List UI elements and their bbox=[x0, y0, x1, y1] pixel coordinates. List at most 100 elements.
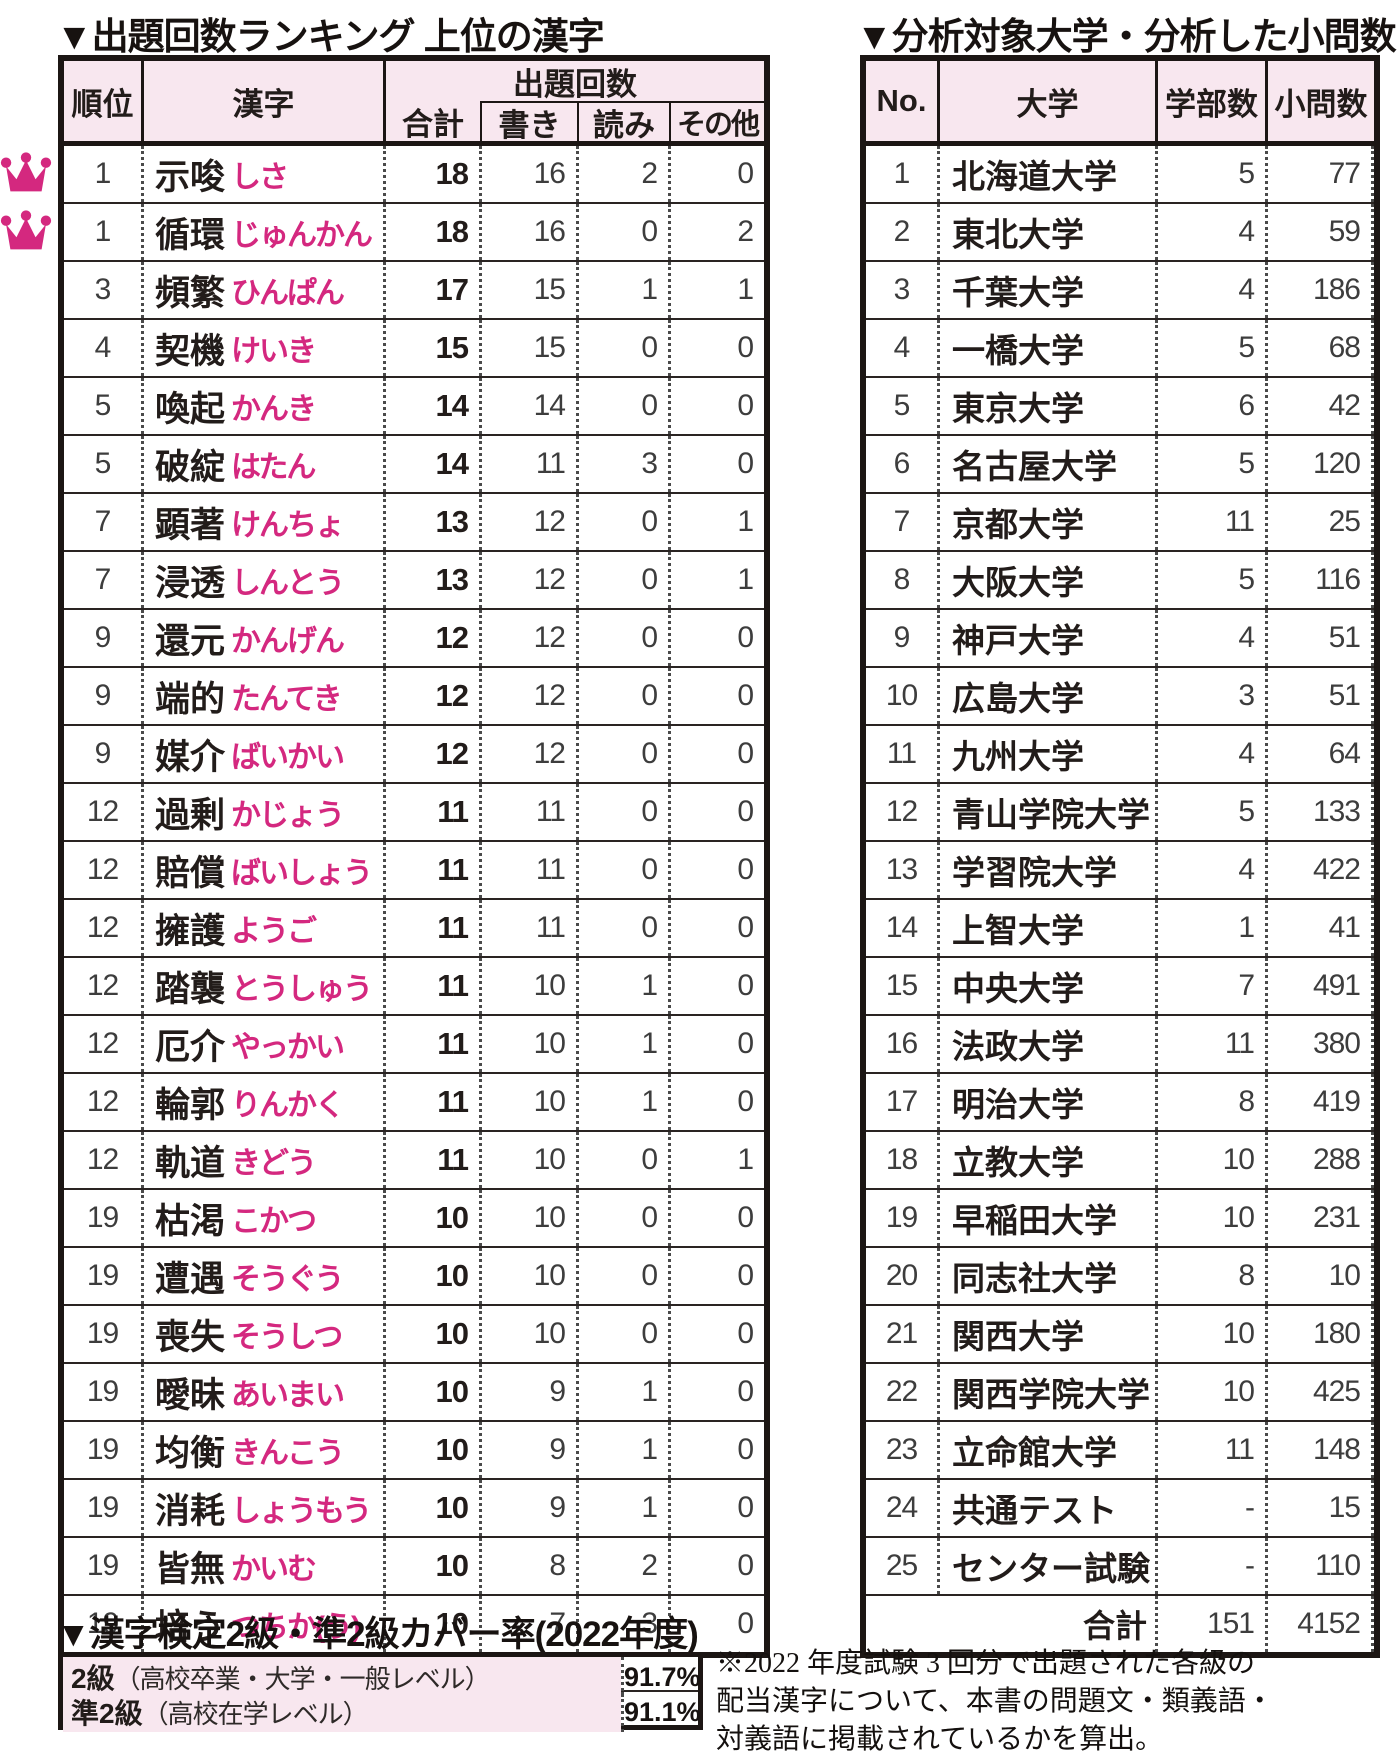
total-cell: 18 bbox=[386, 204, 482, 260]
write-cell: 10 bbox=[482, 1190, 579, 1246]
write-cell: 11 bbox=[482, 784, 579, 840]
questions-cell: 41 bbox=[1268, 900, 1374, 956]
reading-text: かんげん bbox=[231, 625, 345, 658]
reading-text: そうぐう bbox=[231, 1263, 344, 1296]
no-cell: 3 bbox=[866, 262, 940, 318]
rank-cell: 19 bbox=[64, 1306, 144, 1362]
read-cell: 0 bbox=[579, 668, 671, 724]
rank-cell: 9 bbox=[64, 668, 144, 724]
kanji-cell: 枯渇 こかつ bbox=[144, 1190, 386, 1246]
write-cell: 7 bbox=[482, 1596, 579, 1652]
faculties-cell: 5 bbox=[1158, 784, 1268, 840]
faculties-cell: - bbox=[1158, 1538, 1268, 1594]
read-cell: 0 bbox=[579, 320, 671, 376]
write-cell: 11 bbox=[482, 900, 579, 956]
university-cell: 関西学院大学 bbox=[940, 1364, 1158, 1420]
write-cell: 10 bbox=[482, 1132, 579, 1188]
header-university: 大学 bbox=[940, 61, 1158, 141]
other-cell: 0 bbox=[737, 1201, 754, 1234]
other-cell: 0 bbox=[737, 737, 754, 770]
university-row: 1 北海道大学 5 77 bbox=[866, 146, 1374, 202]
write-cell: 15 bbox=[482, 320, 579, 376]
kanji-text: 培う bbox=[155, 1607, 226, 1647]
university-row: 22 関西学院大学 10 425 bbox=[866, 1362, 1374, 1420]
total-label: 合計 bbox=[866, 1596, 1158, 1652]
read-cell: 0 bbox=[579, 784, 671, 840]
total-cell: 10 bbox=[386, 1190, 482, 1246]
no-cell: 14 bbox=[866, 900, 940, 956]
university-cell: 中央大学 bbox=[940, 958, 1158, 1014]
kanji-row: 12 賠償 ばいしょう 11 11 0 0 bbox=[64, 840, 764, 898]
kanji-text: 過剰 bbox=[155, 795, 226, 835]
university-cell: 東京大学 bbox=[940, 378, 1158, 434]
grade-label: 準2級 bbox=[71, 1698, 143, 1729]
reading-text: そうしつ bbox=[231, 1321, 343, 1354]
university-cell: 関西大学 bbox=[940, 1306, 1158, 1362]
total-cell: 10 bbox=[386, 1248, 482, 1304]
kanji-cell: 還元 かんげん bbox=[144, 610, 386, 666]
questions-cell: 68 bbox=[1268, 320, 1374, 376]
reading-text: やっかい bbox=[231, 1031, 345, 1064]
questions-cell: 133 bbox=[1268, 784, 1374, 840]
questions-cell: 425 bbox=[1268, 1364, 1374, 1420]
kanji-row: 19 遭遇 そうぐう 10 10 0 0 bbox=[64, 1246, 764, 1304]
read-cell: 1 bbox=[579, 1074, 671, 1130]
kanji-text: 破綻 bbox=[155, 447, 226, 487]
reading-text: きどう bbox=[231, 1147, 317, 1180]
left-table-title: ▼出題回数ランキング 上位の漢字 bbox=[56, 16, 605, 57]
kanji-text: 擁護 bbox=[155, 911, 226, 951]
grade-label: 2級 bbox=[71, 1663, 115, 1694]
faculties-cell: 4 bbox=[1158, 262, 1268, 318]
university-cell: 法政大学 bbox=[940, 1016, 1158, 1072]
university-cell: 同志社大学 bbox=[940, 1248, 1158, 1304]
university-row: 21 関西大学 10 180 bbox=[866, 1304, 1374, 1362]
kanji-text: 遭遇 bbox=[155, 1259, 226, 1299]
kanji-row: 1 示唆 しさ 18 16 2 0 bbox=[0, 146, 764, 202]
total-cell: 10 bbox=[386, 1538, 482, 1594]
kanji-text: 示唆 bbox=[155, 157, 226, 197]
rank-cell: 12 bbox=[64, 900, 144, 956]
kanji-row: 5 破綻 はたん 14 11 3 0 bbox=[64, 434, 764, 492]
coverage-label-cell: 準2級 （高校在学レベル） bbox=[63, 1692, 621, 1732]
kanji-cell: 端的 たんてき bbox=[144, 668, 386, 724]
total-cell: 13 bbox=[386, 552, 482, 608]
rank-cell: 12 bbox=[64, 1016, 144, 1072]
other-cell: 1 bbox=[737, 1143, 754, 1176]
no-cell: 13 bbox=[866, 842, 940, 898]
kanji-row: 1 循環 じゅんかん 18 16 0 2 bbox=[0, 202, 764, 260]
questions-cell: 180 bbox=[1268, 1306, 1374, 1362]
kanji-cell: 循環 じゅんかん bbox=[144, 204, 386, 260]
footnote-line: 対義語に掲載されているかを算出。 bbox=[716, 1724, 1164, 1755]
no-cell: 24 bbox=[866, 1480, 940, 1536]
university-row: 2 東北大学 4 59 bbox=[866, 202, 1374, 260]
reading-text: かんき bbox=[231, 393, 317, 426]
write-cell: 12 bbox=[482, 726, 579, 782]
kanji-text: 消耗 bbox=[155, 1491, 226, 1531]
write-cell: 12 bbox=[482, 668, 579, 724]
header-kanji: 漢字 bbox=[144, 61, 386, 141]
reading-text: けんちょ bbox=[231, 509, 345, 542]
read-cell: 2 bbox=[579, 1538, 671, 1594]
kanji-text: 還元 bbox=[155, 621, 226, 661]
faculties-cell: 4 bbox=[1158, 610, 1268, 666]
other-cell: 0 bbox=[737, 621, 754, 654]
no-cell: 4 bbox=[866, 320, 940, 376]
header-other: その他 bbox=[671, 101, 764, 141]
read-cell: 1 bbox=[579, 1016, 671, 1072]
reading-text: ばいしょう bbox=[231, 857, 373, 890]
total-cell: 12 bbox=[386, 668, 482, 724]
university-row: 4 一橋大学 5 68 bbox=[866, 318, 1374, 376]
kanji-text: 枯渇 bbox=[155, 1201, 226, 1241]
no-cell: 2 bbox=[866, 204, 940, 260]
kanji-cell: 契機 けいき bbox=[144, 320, 386, 376]
kanji-cell: 媒介 ばいかい bbox=[144, 726, 386, 782]
kanji-row: 19 培う つちか(う) 10 7 3 0 bbox=[64, 1594, 764, 1652]
kanji-cell: 皆無 かいむ bbox=[144, 1538, 386, 1594]
read-cell: 1 bbox=[579, 1480, 671, 1536]
other-cell: 0 bbox=[737, 389, 754, 422]
rank-cell: 19 bbox=[64, 1596, 144, 1652]
university-row: 17 明治大学 8 419 bbox=[866, 1072, 1374, 1130]
kanji-text: 喪失 bbox=[155, 1317, 226, 1357]
header-faculties: 学部数 bbox=[1158, 61, 1268, 141]
